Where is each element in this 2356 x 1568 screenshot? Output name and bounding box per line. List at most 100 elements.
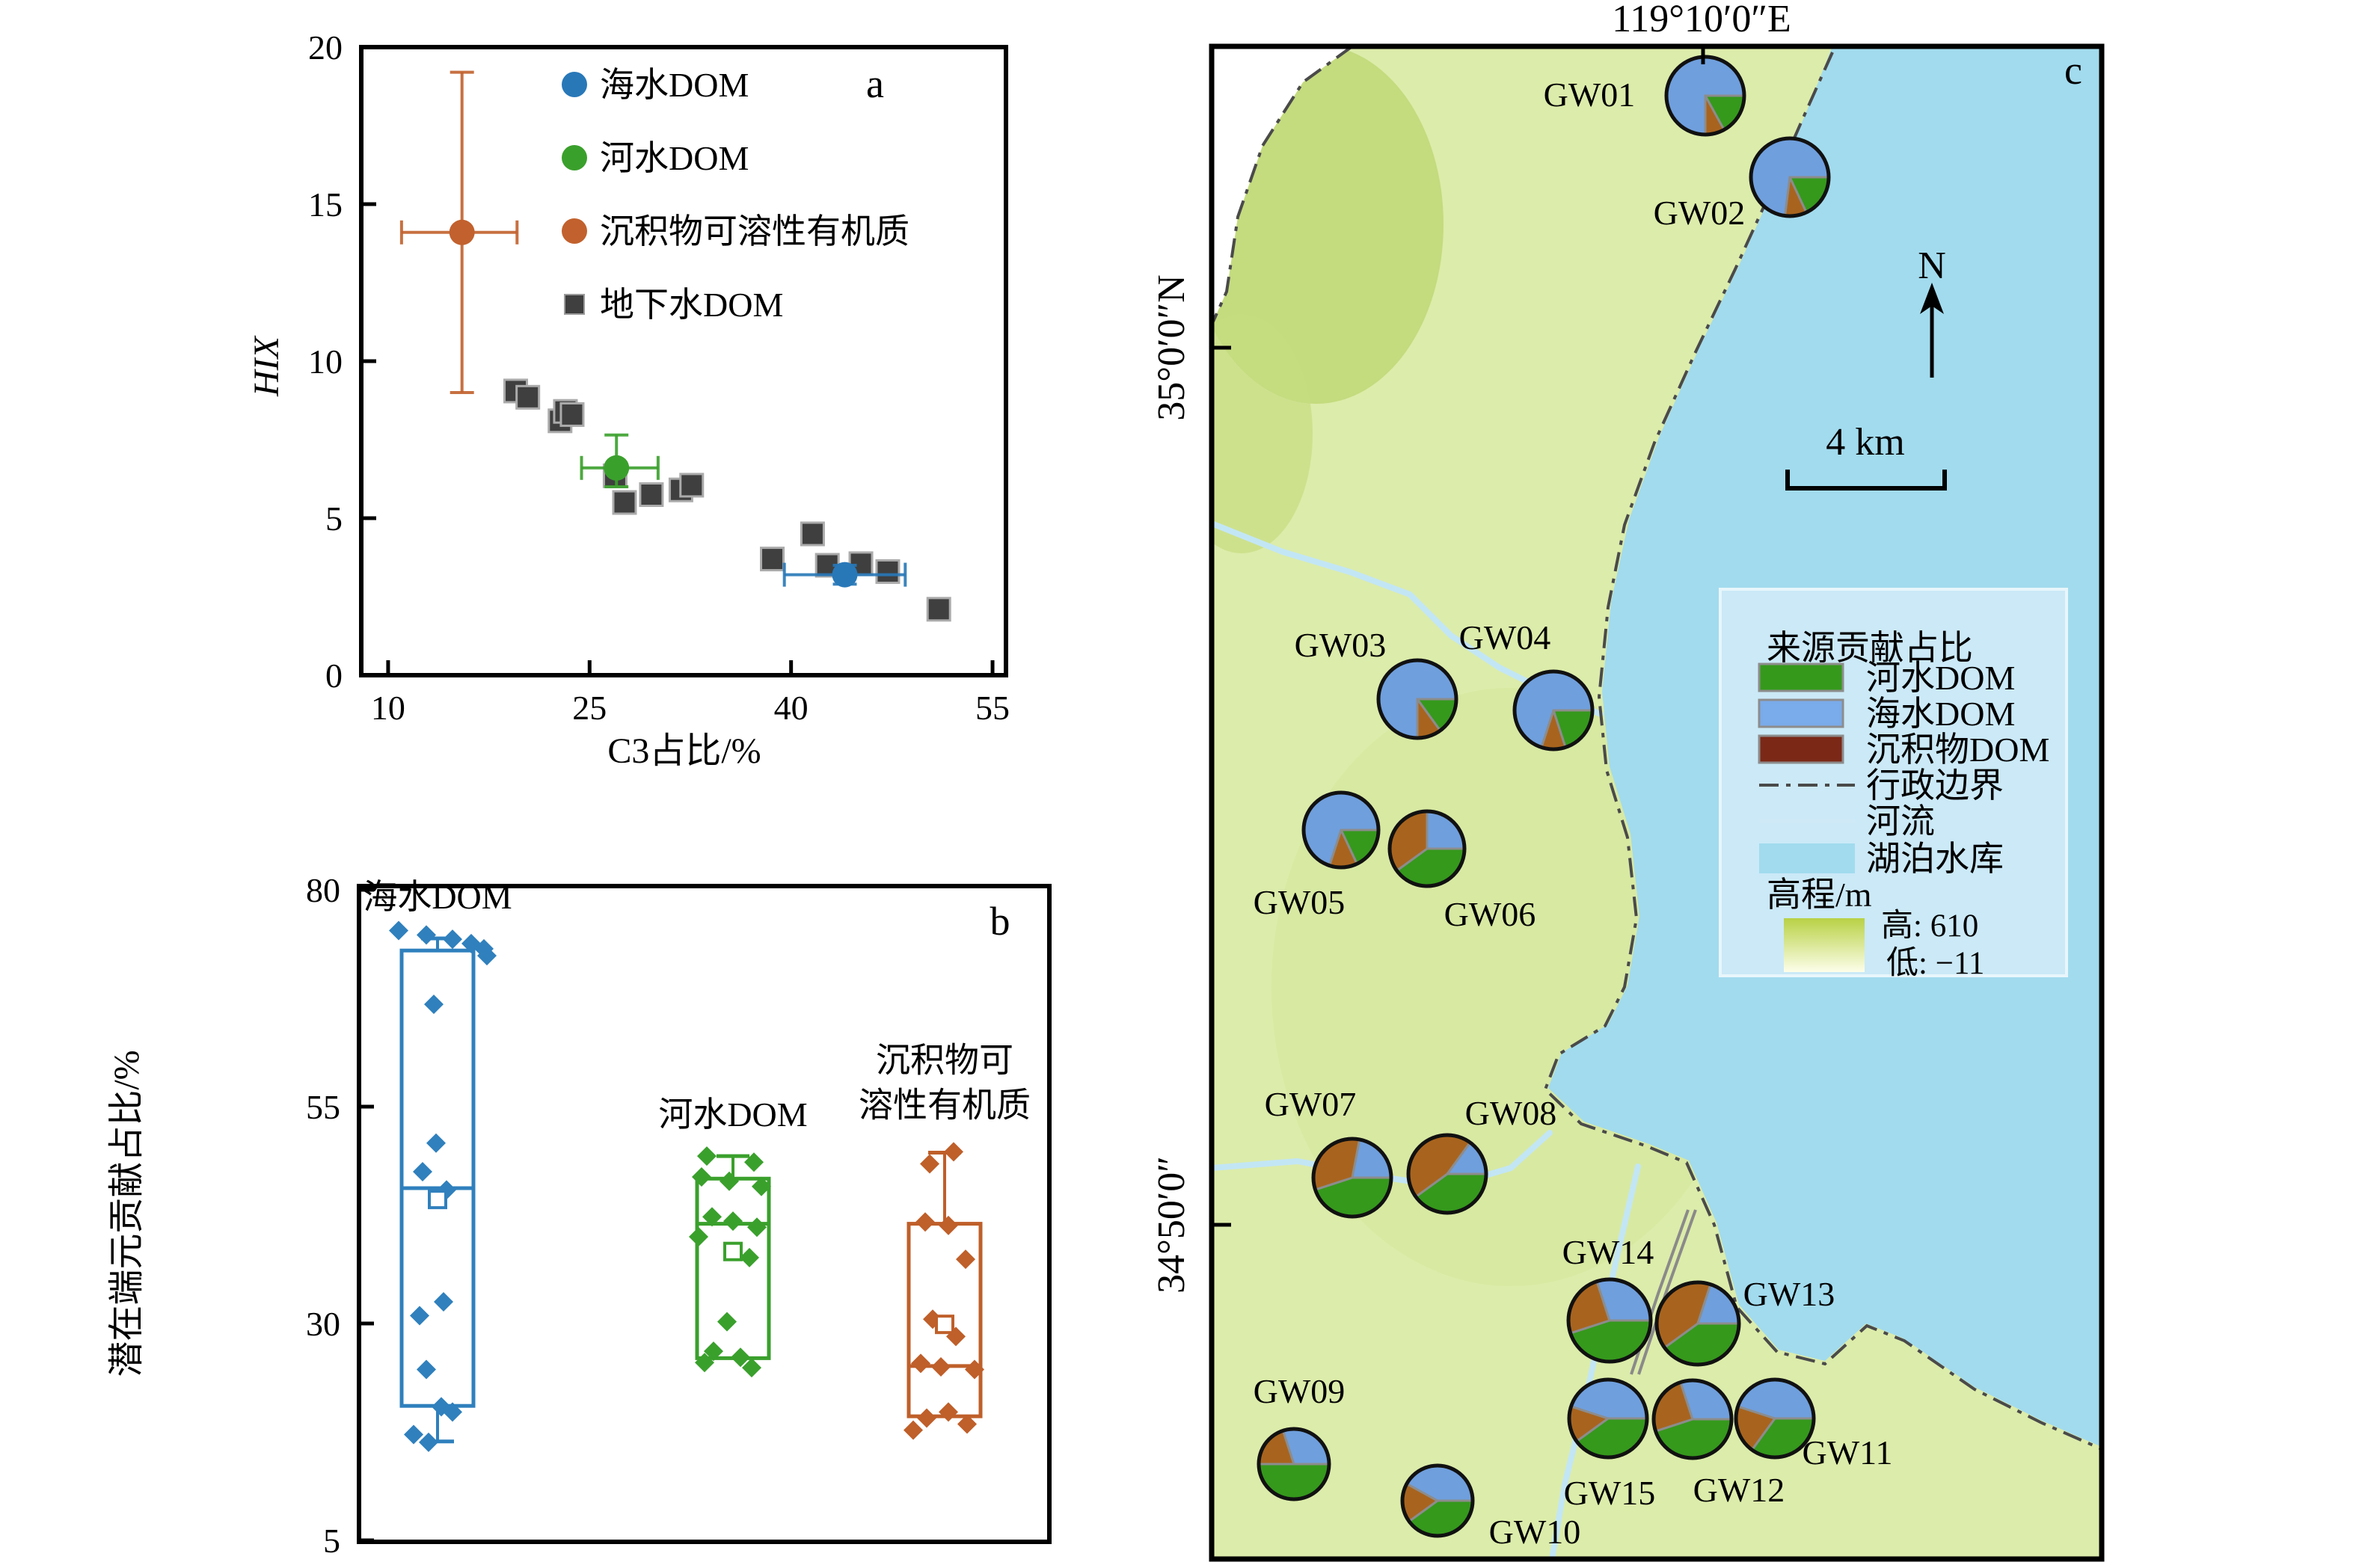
legend-circle-marker [562, 72, 587, 97]
legend-swatch [1758, 698, 1844, 728]
station-label: GW15 [1564, 1474, 1656, 1512]
y-tick-label: 0 [325, 657, 343, 695]
map-latitude-label-top: 35°0′0″N [1150, 274, 1193, 420]
station-label: GW08 [1465, 1094, 1557, 1132]
map-river [1549, 1163, 1641, 1559]
station-pie [1311, 1137, 1393, 1219]
map-longitude-label: 119°10′0″E [1612, 0, 1791, 40]
pie-outline [1311, 1137, 1393, 1219]
data-point [389, 920, 408, 941]
station-pie [1376, 658, 1458, 740]
legend-item-label: 湖泊水库 [1866, 840, 2004, 878]
data-point [695, 1353, 714, 1373]
map-excluded-region [1212, 46, 1352, 322]
pie-outline [1749, 136, 1831, 218]
data-point [477, 946, 497, 966]
panel-b-tag: b [990, 899, 1010, 944]
mean-marker [428, 1190, 447, 1210]
y-tick-label: 10 [308, 342, 343, 381]
y-tick-label: 15 [308, 185, 343, 224]
data-point [704, 1341, 723, 1362]
legend-square-marker [564, 294, 585, 315]
legend-elevation-title: 高程/m [1767, 876, 1872, 914]
box [399, 948, 476, 1408]
data-point [742, 1358, 761, 1378]
data-point [917, 1408, 936, 1428]
pie-outline [1567, 1377, 1649, 1460]
data-point [692, 1166, 711, 1187]
station-pie [1566, 1277, 1653, 1364]
north-arrow-label: N [1918, 245, 1946, 287]
data-point [740, 1247, 759, 1267]
data-point [424, 994, 444, 1015]
admin-boundary [1212, 46, 1354, 322]
panel-a-ylabel: HIX [247, 335, 286, 397]
legend-item-label: 沉积物DOM [1866, 731, 2049, 769]
data-point [717, 1312, 737, 1332]
data-point [744, 1152, 764, 1172]
scale-bar-label: 4 km [1826, 421, 1904, 464]
y-tick-label: 5 [323, 1522, 340, 1560]
data-point [931, 1357, 951, 1377]
panel-b-ylabel: 潜在端元贡献占比/% [107, 1050, 147, 1377]
x-tick-label: 40 [774, 689, 809, 727]
pie-outline [1301, 790, 1381, 870]
data-point [720, 1171, 739, 1191]
pie-outline [1257, 1427, 1331, 1501]
legend-swatch [1758, 662, 1844, 692]
data-point [904, 1420, 923, 1440]
legend-label: 沉积物可溶性有机质 [600, 212, 909, 250]
data-point [965, 1359, 984, 1380]
groundwater-point [679, 473, 705, 498]
station-pie [1664, 55, 1746, 137]
map-frame [1209, 43, 2105, 1562]
map-legend-panel [1719, 588, 2068, 977]
box-group-label: 溶性有机质 [859, 1086, 1031, 1124]
data-point [915, 1212, 935, 1232]
station-pie [1387, 809, 1467, 888]
station-pie [1734, 1377, 1816, 1460]
box-group-label: 沉积物可 [876, 1041, 1013, 1079]
data-point [697, 1146, 717, 1166]
pie-outline [1651, 1378, 1734, 1460]
data-point [417, 1359, 436, 1380]
data-point [413, 1162, 432, 1181]
y-tick-label: 30 [306, 1305, 340, 1343]
legend-label: 河水DOM [600, 139, 749, 177]
station-label: GW02 [1654, 194, 1746, 232]
data-point [410, 1306, 429, 1326]
pie-outline [1566, 1277, 1653, 1364]
panel-b-frame [357, 884, 1052, 1544]
panel-a-xlabel: C3占比/% [607, 731, 761, 771]
legend-elevation-high: 高: 610 [1881, 908, 1978, 944]
endmember-point [604, 455, 630, 481]
x-tick-label: 25 [572, 689, 607, 727]
elevation-patch [1212, 314, 1313, 553]
legend-item-label: 海水DOM [1866, 695, 2015, 733]
legend-lake-swatch [1759, 843, 1855, 873]
data-point [911, 1353, 930, 1374]
station-label: GW07 [1265, 1085, 1357, 1123]
endmember-point [832, 562, 858, 588]
box-group-label: 海水DOM [363, 878, 512, 916]
station-pie [1301, 790, 1381, 870]
data-point [939, 1402, 958, 1422]
pie-outline [1654, 1280, 1741, 1367]
station-label: GW11 [1803, 1433, 1893, 1472]
data-point [426, 1133, 446, 1153]
data-point [417, 925, 436, 945]
data-point [443, 929, 462, 950]
groundwater-point [760, 547, 785, 572]
station-label: GW03 [1295, 626, 1387, 664]
station-pie [1400, 1463, 1475, 1538]
groundwater-point [559, 402, 585, 427]
station-pie [1567, 1377, 1649, 1460]
station-label: GW14 [1562, 1233, 1654, 1271]
panel-b: 海水DOM 河水DOM 沉积物可溶性有机质 5 30 55 80 潜在端元贡献占比/% b [107, 871, 1052, 1560]
data-point [920, 1154, 939, 1174]
box [695, 1176, 771, 1360]
panel-a: 10 25 40 55 0 5 10 15 20 海水DOM 河水DOM 沉积物可溶性有机质地下水D… [247, 28, 1010, 771]
x-tick-label: 55 [975, 689, 1010, 727]
station-pie [1406, 1133, 1488, 1215]
